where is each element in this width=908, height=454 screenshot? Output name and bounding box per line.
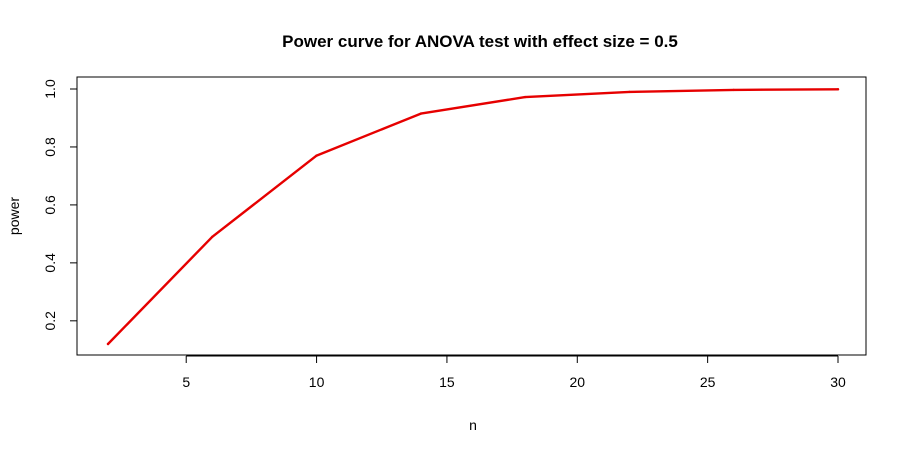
y-tick-label: 0.6 [42,195,58,215]
y-tick-label: 0.2 [42,311,58,331]
chart-title: Power curve for ANOVA test with effect s… [282,32,678,51]
x-tick-label: 30 [830,374,846,390]
x-tick-label: 10 [309,374,325,390]
y-tick-label: 0.8 [42,137,58,157]
x-tick-label: 20 [569,374,585,390]
data-point [628,90,631,94]
x-tick-label: 5 [182,374,190,390]
x-axis: 5 10 15 20 25 30 [182,355,846,390]
plot-frame [76,76,867,356]
data-point [211,235,214,238]
series-layer [106,88,840,346]
data-point [836,88,840,91]
data-point [732,88,735,92]
power-curve-line [106,88,840,346]
x-tick-label: 25 [700,374,716,390]
data-point [523,95,527,99]
y-axis: 0.2 0.4 0.6 0.8 1.0 [42,79,78,331]
data-point [106,342,110,346]
data-point [315,154,318,157]
x-tick-label: 15 [439,374,455,390]
data-point [419,112,423,115]
y-tick-label: 1.0 [42,79,58,99]
x-axis-label: n [469,417,477,433]
y-tick-label: 0.4 [42,253,58,273]
y-axis-label: power [6,197,22,235]
